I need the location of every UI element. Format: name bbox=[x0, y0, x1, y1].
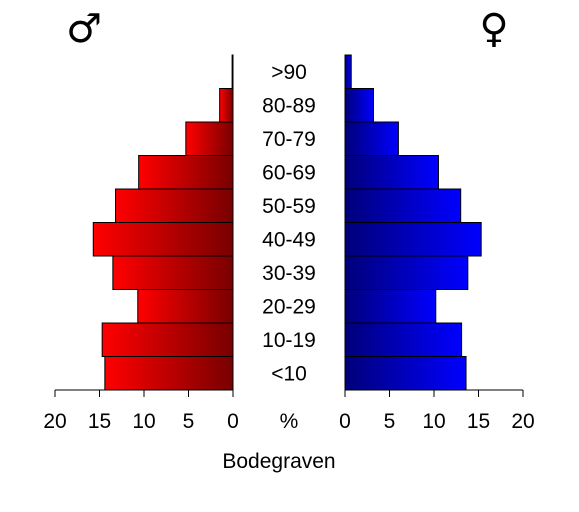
female-axis-tick-label: 15 bbox=[467, 410, 490, 433]
female-bar bbox=[344, 88, 374, 123]
x-axes: 20 15 10 5 0 0 5 10 15 20 bbox=[43, 389, 535, 433]
male-bar bbox=[185, 121, 234, 156]
male-bar bbox=[231, 54, 234, 89]
female-bar bbox=[344, 121, 399, 156]
male-bar bbox=[138, 155, 234, 190]
female-symbol-icon: ♀ bbox=[479, 6, 508, 52]
male-axis-tick-label: 20 bbox=[43, 410, 66, 433]
chart-title: Bodegraven bbox=[222, 450, 335, 473]
age-group-label: 80-89 bbox=[262, 94, 316, 117]
age-group-label: <10 bbox=[271, 362, 307, 385]
female-bars bbox=[344, 54, 482, 391]
male-axis-tick-label: 5 bbox=[183, 410, 195, 433]
age-group-label: 40-49 bbox=[262, 228, 316, 251]
male-symbol-icon: ♂ bbox=[66, 6, 102, 52]
female-bar bbox=[344, 356, 467, 391]
male-bar bbox=[104, 356, 234, 391]
female-bar bbox=[344, 255, 469, 290]
female-axis-tick-label: 10 bbox=[422, 410, 445, 433]
male-bar bbox=[115, 188, 234, 223]
male-axis-tick-label: 15 bbox=[88, 410, 111, 433]
female-bar bbox=[344, 54, 352, 89]
age-group-label: 50-59 bbox=[262, 195, 316, 218]
female-bar bbox=[344, 155, 439, 190]
percent-axis-label: % bbox=[280, 410, 299, 433]
female-axis-tick-label: 5 bbox=[384, 410, 396, 433]
age-group-label: 20-29 bbox=[262, 295, 316, 318]
age-group-label: 60-69 bbox=[262, 161, 316, 184]
female-bar bbox=[344, 289, 437, 324]
age-group-labels: >90 80-89 70-79 60-69 50-59 40-49 30-39 20-29 10… bbox=[262, 61, 316, 386]
female-axis-tick-label: 20 bbox=[511, 410, 534, 433]
male-axis-tick-label: 10 bbox=[132, 410, 155, 433]
age-group-label: >90 bbox=[271, 61, 307, 84]
male-bar bbox=[112, 255, 234, 290]
age-group-label: 70-79 bbox=[262, 128, 316, 151]
female-bar bbox=[344, 188, 462, 223]
age-group-label: 30-39 bbox=[262, 262, 316, 285]
male-bar bbox=[101, 322, 234, 357]
male-bar bbox=[92, 222, 234, 257]
age-group-label: 10-19 bbox=[262, 329, 316, 352]
male-bar bbox=[137, 289, 234, 324]
male-bars bbox=[92, 54, 234, 391]
female-axis-tick-label: 0 bbox=[339, 410, 351, 433]
male-axis-tick-label: 0 bbox=[227, 410, 239, 433]
male-bar bbox=[219, 88, 234, 123]
female-bar bbox=[344, 322, 463, 357]
female-bar bbox=[344, 222, 482, 257]
